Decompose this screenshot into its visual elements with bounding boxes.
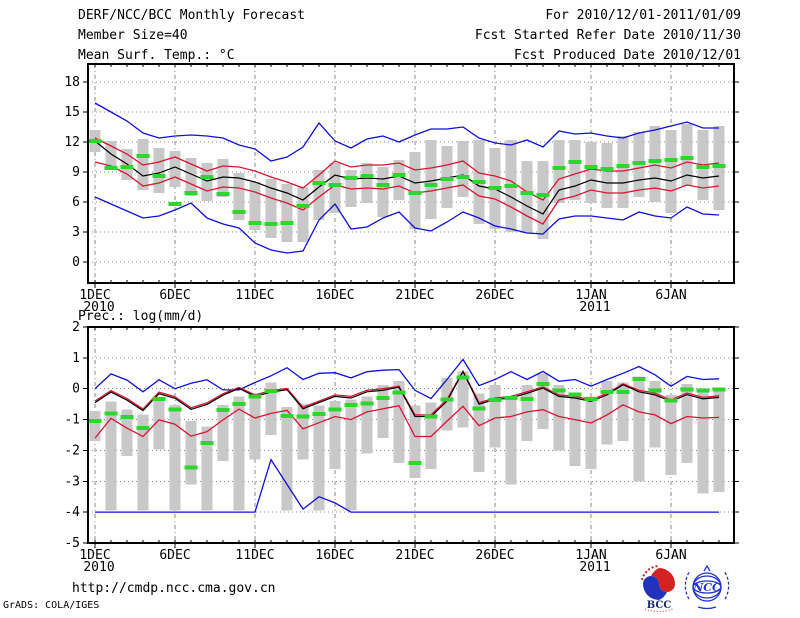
axis-ticks <box>83 326 739 548</box>
svg-text:6JAN: 6JAN <box>655 288 686 303</box>
precipitation-title: Prec.: log(mm/d) <box>78 309 204 324</box>
svg-text:15: 15 <box>64 105 80 120</box>
svg-text:6DEC: 6DEC <box>159 548 190 563</box>
svg-text:6DEC: 6DEC <box>159 288 190 303</box>
svg-text:12: 12 <box>64 135 80 150</box>
spread-bars <box>89 371 725 511</box>
svg-text:0: 0 <box>72 382 80 397</box>
svg-text:-3: -3 <box>64 474 80 489</box>
svg-text:1DEC: 1DEC <box>79 288 110 303</box>
ensemble-mean-line <box>94 140 720 215</box>
gridlines <box>88 327 734 544</box>
gridlines <box>88 64 734 283</box>
svg-text:2011: 2011 <box>579 300 610 314</box>
ensemble-max-line <box>94 102 719 162</box>
svg-text:21DEC: 21DEC <box>395 548 434 563</box>
svg-text:1: 1 <box>72 351 80 366</box>
ncc-logo-text: NCC <box>692 581 721 594</box>
svg-text:1JAN: 1JAN <box>575 288 606 303</box>
svg-text:21DEC: 21DEC <box>395 288 434 303</box>
svg-text:3: 3 <box>72 225 80 240</box>
refer-date-label: Fcst Started Refer Date 2010/11/30 <box>474 28 741 43</box>
bcc-logo-blue-swirl <box>643 576 667 600</box>
plot-frame <box>87 326 735 544</box>
svg-text:16DEC: 16DEC <box>315 548 354 563</box>
ncc-logo-top-mark <box>703 564 711 572</box>
page-title: DERF/NCC/BCC Monthly Forecast <box>78 8 305 23</box>
svg-text:2010: 2010 <box>83 560 114 575</box>
member-size-label: Member Size=40 <box>78 28 188 43</box>
svg-text:2010: 2010 <box>83 300 114 314</box>
website-url: http://cmdp.ncc.cma.gov.cn <box>72 581 276 596</box>
produced-date-label: Fcst Produced Date 2010/12/01 <box>514 48 741 63</box>
svg-text:-2: -2 <box>64 443 80 458</box>
ensemble-min-line <box>94 196 720 254</box>
ncc-logo-latitude-2 <box>692 575 722 599</box>
svg-text:1DEC: 1DEC <box>79 548 110 563</box>
plot-frame <box>87 63 735 284</box>
svg-text:6: 6 <box>72 195 80 210</box>
ncc-logo-wreath-left <box>684 570 691 600</box>
ensemble-lines <box>94 102 720 254</box>
observation-markers <box>88 139 726 226</box>
svg-text:2: 2 <box>72 320 80 335</box>
ncc-logo-wreath-right <box>723 570 730 600</box>
ensemble-lines <box>94 358 720 513</box>
svg-text:16DEC: 16DEC <box>315 288 354 303</box>
forecast-range-label: For 2010/12/01-2011/01/09 <box>545 8 741 23</box>
temperature-title: Mean Surf. Temp.: °C <box>78 48 235 63</box>
ensemble-min-line <box>95 458 719 513</box>
ncc-logo: NCC <box>684 564 730 610</box>
mean-plus-spread-line <box>94 369 720 416</box>
bcc-logo-red-swirl <box>651 568 675 592</box>
svg-text:2011: 2011 <box>579 560 610 575</box>
grads-credit: GrADS: COLA/IGES <box>3 600 100 611</box>
mean-minus-spread-line <box>94 161 720 225</box>
axis-ticks <box>83 64 739 288</box>
observation-markers <box>88 375 726 470</box>
svg-text:26DEC: 26DEC <box>475 548 514 563</box>
svg-text:-1: -1 <box>64 413 80 428</box>
ensemble-mean-line <box>94 370 720 418</box>
bcc-logo: BCC <box>641 565 675 612</box>
svg-text:9: 9 <box>72 165 80 180</box>
svg-text:1JAN: 1JAN <box>575 548 606 563</box>
svg-text:0: 0 <box>72 255 80 270</box>
svg-text:11DEC: 11DEC <box>235 548 274 563</box>
svg-text:11DEC: 11DEC <box>235 288 274 303</box>
svg-text:-4: -4 <box>64 505 80 520</box>
svg-text:26DEC: 26DEC <box>475 288 514 303</box>
svg-text:-5: -5 <box>64 536 80 551</box>
svg-text:6JAN: 6JAN <box>655 548 686 563</box>
ensemble-max-line <box>94 358 720 400</box>
mean-plus-spread-line <box>94 137 720 201</box>
ncc-logo-banner <box>697 606 717 610</box>
mean-minus-spread-line <box>94 404 720 439</box>
bcc-logo-text: BCC <box>647 600 672 611</box>
svg-text:18: 18 <box>64 75 80 90</box>
bcc-logo-arc-text <box>641 565 660 581</box>
